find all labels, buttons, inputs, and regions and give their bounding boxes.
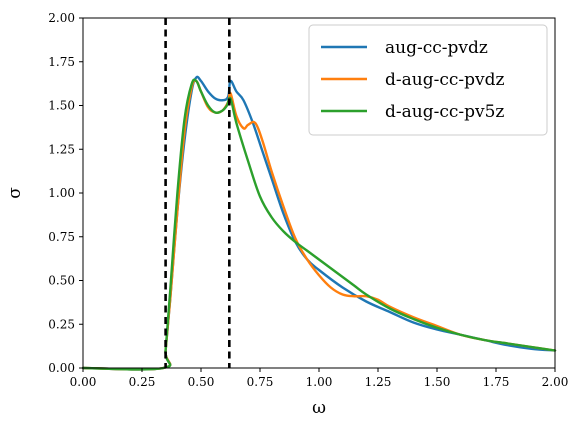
legend-box bbox=[308, 24, 548, 136]
x-tick-label: 1.25 bbox=[365, 375, 392, 389]
legend: aug-cc-pvdz d-aug-cc-pvdz d-aug-cc-pv5z bbox=[308, 24, 548, 136]
x-tick-label: 0.75 bbox=[247, 375, 274, 389]
x-tick-label: 2.00 bbox=[542, 375, 569, 389]
y-tick-label: 1.25 bbox=[48, 142, 75, 156]
series-line-2 bbox=[81, 78, 557, 371]
legend-label: d-aug-cc-pv5z bbox=[385, 102, 504, 122]
vline-layer bbox=[164, 18, 231, 368]
y-tick-label: 2.00 bbox=[48, 11, 75, 25]
y-axis-label: σ bbox=[5, 187, 25, 199]
y-tick-label: 0.25 bbox=[48, 317, 75, 331]
x-axis-label: ω bbox=[312, 398, 326, 418]
y-tick-label: 0.75 bbox=[48, 230, 75, 244]
x-tick-label: 0.00 bbox=[70, 375, 97, 389]
x-tick-label: 0.25 bbox=[129, 375, 156, 389]
series-layer bbox=[81, 75, 557, 371]
y-tick-label: 0.00 bbox=[48, 361, 75, 375]
y-tick-label: 1.00 bbox=[48, 186, 75, 200]
legend-label: d-aug-cc-pvdz bbox=[385, 70, 504, 90]
y-tick-label: 1.50 bbox=[48, 99, 75, 113]
y-tick-label: 1.75 bbox=[48, 55, 75, 69]
y-tick-label: 0.50 bbox=[48, 274, 75, 288]
x-tick-label: 1.00 bbox=[306, 375, 333, 389]
x-tick-label: 1.75 bbox=[483, 375, 510, 389]
x-tick-label: 0.50 bbox=[188, 375, 215, 389]
legend-label: aug-cc-pvdz bbox=[385, 38, 488, 58]
series-line-1 bbox=[81, 79, 557, 371]
x-tick-label: 1.50 bbox=[424, 375, 451, 389]
axes-layer: 0.00 0.25 0.50 0.75 1.00 1.25 1.50 1.75 2.00 0.00… bbox=[48, 11, 568, 389]
